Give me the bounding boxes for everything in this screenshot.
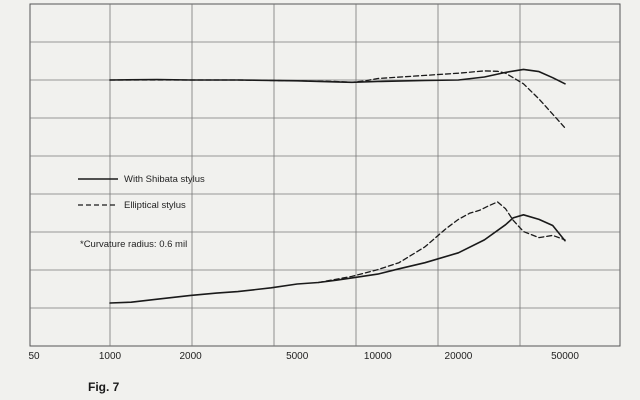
x-tick-label-50000: 50000 bbox=[551, 351, 579, 362]
series-line-lower-solid bbox=[109, 214, 566, 304]
figure-caption: Fig. 7 bbox=[88, 380, 120, 394]
chart-series-group bbox=[109, 68, 566, 304]
x-tick-label-50: 50 bbox=[28, 351, 40, 362]
series-line-upper-dashed bbox=[109, 70, 566, 129]
legend-label-elliptical: Elliptical stylus bbox=[124, 200, 186, 211]
x-tick-label-20000: 20000 bbox=[445, 351, 473, 362]
series-line-lower-dashed bbox=[317, 201, 566, 284]
x-tick-labels: 1000 2000 5000 10000 20000 50000 bbox=[99, 351, 579, 362]
legend-label-shibata: With Shibata stylus bbox=[124, 174, 205, 185]
plot-frame bbox=[29, 3, 621, 347]
x-tick-label-1000: 1000 bbox=[99, 351, 122, 362]
curvature-radius-note: *Curvature radius: 0.6 mil bbox=[80, 239, 187, 250]
x-tick-label-10000: 10000 bbox=[364, 351, 392, 362]
x-tick-label-5000: 5000 bbox=[286, 351, 309, 362]
chart-legend: With Shibata stylus Elliptical stylus bbox=[78, 174, 205, 211]
x-tick-label-2000: 2000 bbox=[179, 351, 202, 362]
chart-grid bbox=[29, 3, 621, 347]
